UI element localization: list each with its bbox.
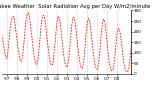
Title: Milwaukee Weather  Solar Radiation Avg per Day W/m2/minute: Milwaukee Weather Solar Radiation Avg pe… (0, 4, 150, 9)
